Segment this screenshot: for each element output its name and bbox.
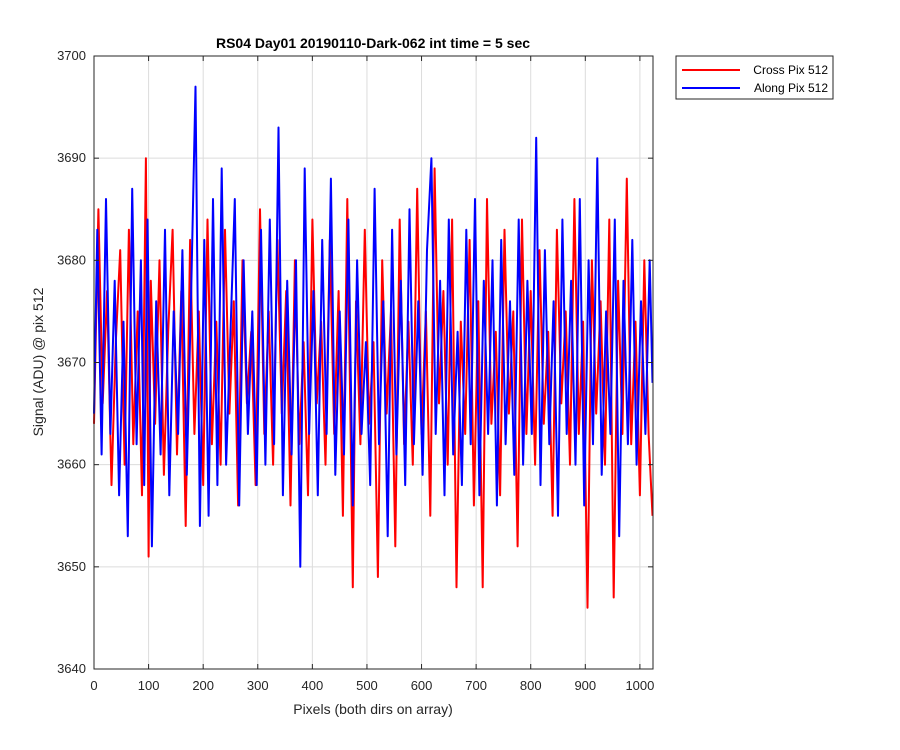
x-tick-label: 800 — [520, 678, 542, 693]
y-tick-label: 3670 — [57, 355, 86, 370]
x-tick-label: 100 — [138, 678, 160, 693]
legend-box — [675, 55, 834, 100]
y-tick-label: 3640 — [57, 661, 86, 676]
x-tick-label: 1000 — [625, 678, 654, 693]
x-tick-label: 200 — [192, 678, 214, 693]
x-axis-label: Pixels (both dirs on array) — [293, 701, 453, 717]
x-tick-label: 600 — [411, 678, 433, 693]
series-line-along-pix-512 — [93, 85, 654, 568]
y-axis-label: Signal (ADU) @ pix 512 — [30, 287, 46, 436]
y-tick-label: 3660 — [57, 457, 86, 472]
x-tick-label: 0 — [90, 678, 97, 693]
legend-label-cross: Cross Pix 512 — [753, 63, 828, 77]
y-tick-label: 3690 — [57, 150, 86, 165]
tick-labels: 0 100 200 300 400 500 600 700 800 900 1000 3640 3650… — [57, 48, 654, 693]
x-tick-label: 300 — [247, 678, 269, 693]
chart-title: RS04 Day01 20190110-Dark-062 int time = … — [216, 35, 530, 51]
y-tick-label: 3680 — [57, 252, 86, 267]
y-tick-label: 3650 — [57, 559, 86, 574]
plot-series — [93, 85, 654, 609]
x-tick-label: 500 — [356, 678, 378, 693]
x-tick-label: 400 — [302, 678, 324, 693]
x-tick-label: 900 — [574, 678, 596, 693]
y-tick-label: 3700 — [57, 48, 86, 63]
legend-label-along: Along Pix 512 — [754, 81, 828, 95]
legend: Cross Pix 512 Along Pix 512 — [675, 55, 834, 100]
x-tick-label: 700 — [465, 678, 487, 693]
